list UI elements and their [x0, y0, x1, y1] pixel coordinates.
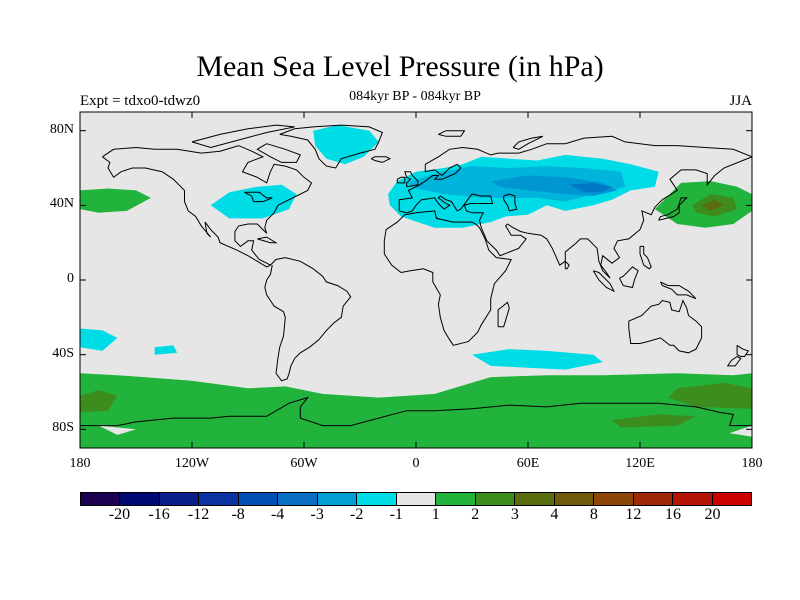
x-tick-label: 60E [516, 456, 540, 471]
colorbar-label: -1 [389, 506, 403, 523]
north-pacific-west-positive-center [701, 199, 724, 211]
y-tick-label: 0 [67, 271, 74, 286]
sumatra-coastline [592, 270, 616, 293]
colorbar-swatch [81, 493, 121, 505]
colorbar-swatch [120, 493, 160, 505]
baffin-island-coastline [256, 143, 301, 163]
colorbar-swatch [594, 493, 634, 505]
novaya-zemlya-coastline [512, 135, 544, 150]
colorbar-swatch [396, 493, 437, 505]
x-tick-label: 60W [290, 456, 318, 471]
colorbar-swatch [159, 493, 200, 505]
axis-ticks [79, 112, 753, 448]
colorbar-label: -3 [310, 506, 324, 523]
colorbar-label: -16 [148, 506, 170, 523]
new-zealand-south-coastline [726, 356, 742, 367]
sri-lanka-coastline [564, 260, 570, 270]
southern-ocean-positive-core-west [80, 390, 118, 413]
y-tick-label: 40S [52, 345, 74, 361]
experiment-label: Expt = tdxo0-tdwz0 [80, 93, 201, 109]
borneo-coastline [619, 266, 639, 289]
colorbar-label: 2 [471, 506, 480, 523]
colorbar-label: -20 [108, 506, 131, 523]
colorbar-swatch [278, 493, 318, 505]
colorbar-label: -4 [270, 506, 285, 523]
colorbar-label: 3 [510, 506, 519, 523]
colorbar-label: 1 [431, 506, 440, 523]
madagascar-coastline [497, 301, 510, 328]
colorbar-label: 4 [550, 506, 559, 523]
japan-coastline [658, 197, 688, 221]
colorbar-swatch [673, 493, 713, 505]
svalbard-coastline [438, 130, 466, 137]
colorbar-swatch [475, 493, 516, 505]
x-tick-label: 120E [625, 456, 655, 471]
season-label: JJA [729, 93, 752, 109]
north-america-coastline [102, 145, 313, 268]
chart-title: Mean Sea Level Pressure (in hPa) [196, 50, 604, 83]
colorbar-swatch [238, 493, 279, 505]
eurasia-negative-center [569, 182, 612, 193]
australia-coastline [628, 299, 703, 354]
colorbar-swatch [554, 493, 595, 505]
colorbar-label: 8 [589, 506, 598, 523]
colorbar-swatch [633, 493, 674, 505]
ireland-coastline [396, 176, 406, 184]
new-guinea-coastline [660, 281, 697, 300]
colorbar-swatch [199, 493, 239, 505]
colorbar-label: -2 [350, 506, 364, 523]
chart-subtitle: 084kyr BP - 084kyr BP [349, 89, 481, 104]
philippines-coastline [639, 245, 652, 270]
colorbar-label: 20 [704, 506, 721, 523]
iceland-coastline [370, 156, 392, 163]
great-lakes-coastline [244, 191, 273, 203]
eurasia-coastline [398, 135, 752, 279]
colorbar-label: -12 [187, 506, 210, 523]
x-tick-label: 120W [174, 456, 210, 471]
greenland-coastline [279, 124, 384, 169]
north-pacific-east-positive-area [80, 188, 151, 213]
cuba-coastline [257, 236, 278, 244]
y-tick-label: 80N [49, 121, 74, 137]
colorbar-label: -8 [231, 506, 245, 523]
antarctic-positive-core [612, 414, 696, 428]
new-zealand-coastline [736, 344, 750, 357]
antarctic-ice-gap-east [729, 425, 752, 437]
colorbar-swatch [317, 493, 358, 505]
arctic-islands-coastline [191, 124, 295, 149]
colorbar [80, 492, 752, 506]
south-america-coastline [264, 257, 352, 382]
southern-ocean-positive-core-east [668, 382, 752, 409]
coastline-layer [80, 124, 752, 427]
colorbar-swatch [357, 493, 397, 505]
south-pacific-west-negative-area [80, 328, 118, 351]
british-isles-coastline [404, 171, 419, 188]
southern-indian-negative-area [472, 349, 603, 370]
x-tick-label: 180 [741, 456, 763, 471]
y-tick-label: 80S [52, 420, 74, 436]
colorbar-swatch [712, 493, 751, 505]
antarctica-coastline [80, 396, 752, 427]
south-pacific-small-negative [154, 345, 178, 355]
x-tick-label: 180 [69, 456, 91, 471]
greenland-negative-area [313, 125, 379, 165]
colorbar-label: 16 [664, 506, 681, 523]
africa-coastline [383, 210, 512, 346]
y-tick-label: 40N [49, 196, 74, 212]
colorbar-swatch [515, 493, 555, 505]
x-tick-label: 0 [412, 456, 420, 471]
colorbar-swatch [436, 493, 476, 505]
caspian-sea-coastline [503, 193, 518, 212]
colorbar-label: 12 [625, 506, 642, 523]
antarctic-ice-gap-west [98, 425, 136, 435]
